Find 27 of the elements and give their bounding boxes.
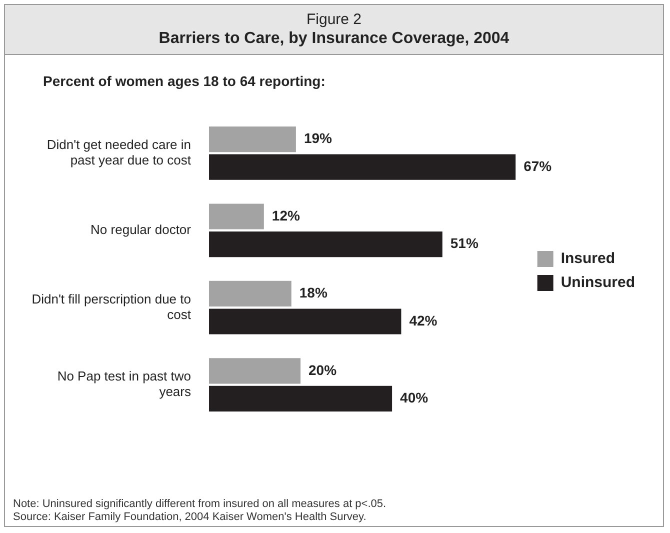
bar — [209, 308, 402, 334]
chart-subtitle: Percent of women ages 18 to 64 reporting: — [43, 73, 326, 89]
y-tick-label: Didn't get needed care in past year due to cost — [46, 136, 192, 168]
data-label: 19% — [304, 130, 333, 146]
data-label: 40% — [400, 390, 429, 406]
bar — [209, 386, 392, 412]
legend-label: Uninsured — [560, 274, 636, 292]
data-label: 42% — [409, 312, 438, 328]
bar — [209, 154, 516, 180]
bar — [209, 232, 442, 258]
y-tick-label: Didn't fill perscription due to cost — [32, 291, 192, 322]
data-label: 51% — [450, 235, 479, 252]
data-label: 20% — [308, 362, 338, 378]
bar — [209, 280, 292, 306]
source-note: Source: Kaiser Family Foundation, 2004 Kaiser Women's Health Survey. — [13, 511, 368, 524]
y-tick-label: No Pap test in past two years — [57, 368, 192, 400]
caption: Figure 2 — [305, 11, 363, 28]
data-label: 67% — [524, 158, 552, 174]
chart-title: Barriers to Care, by Insurance Coverage, 2004 — [158, 30, 510, 48]
text: Note: Uninsured significantly different from insured on all measures at p<.05. — [13, 498, 386, 511]
bar — [209, 126, 296, 152]
bar — [209, 358, 301, 384]
data-label: 12% — [272, 207, 300, 224]
bar — [209, 204, 264, 230]
data-label: 18% — [299, 284, 328, 301]
legend-label: Insured — [560, 250, 616, 268]
y-tick-label: No regular doctor — [90, 222, 192, 237]
